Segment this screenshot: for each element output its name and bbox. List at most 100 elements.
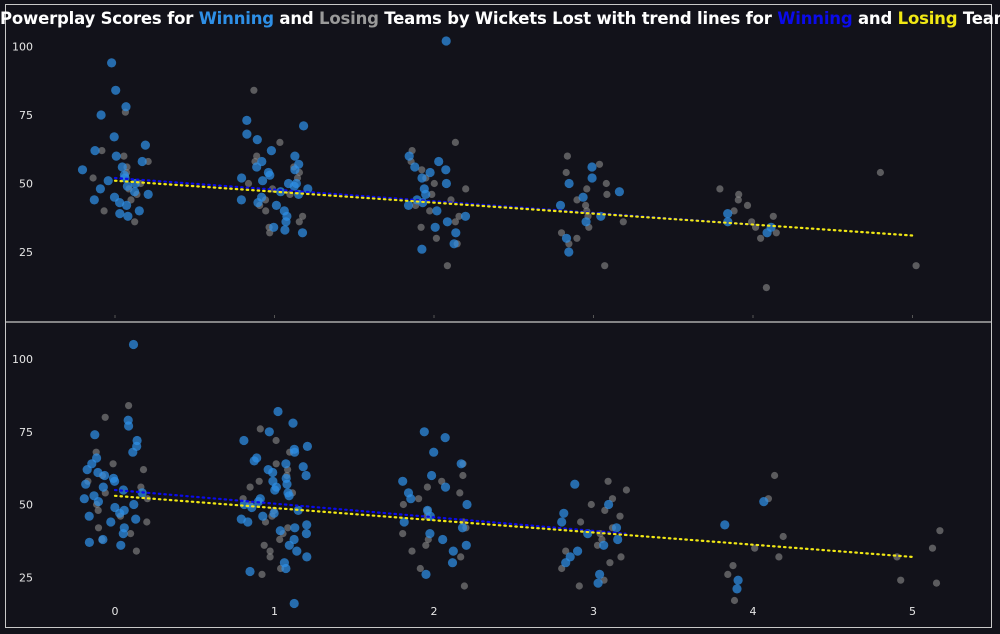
title-part: Teams by Wickets Lost with trend lines f…: [378, 9, 778, 28]
winning-point: [723, 209, 733, 219]
losing-point: [616, 512, 624, 520]
winning-point: [290, 447, 300, 457]
losing-point: [426, 207, 434, 215]
winning-point: [281, 459, 291, 469]
losing-point: [258, 570, 266, 579]
winning-point: [117, 162, 127, 172]
winning-point: [252, 135, 262, 145]
winning-point: [593, 578, 603, 588]
winning-point: [561, 558, 571, 568]
winning-point: [290, 165, 300, 175]
winning-point: [81, 479, 91, 489]
winning-point: [118, 485, 128, 495]
losing-point: [295, 218, 303, 226]
losing-point: [595, 160, 604, 168]
winning-point: [302, 441, 312, 451]
losing-point: [109, 460, 117, 468]
winning-point: [115, 198, 125, 208]
losing-point: [94, 524, 103, 532]
losing-point: [250, 86, 258, 94]
figure-frame: [5, 4, 992, 628]
winning-point: [587, 173, 597, 183]
x-tick-label: 1: [271, 605, 278, 618]
winning-point: [111, 151, 121, 161]
losing-point: [735, 190, 743, 198]
winning-point: [90, 430, 100, 440]
losing-point: [617, 553, 625, 561]
losing-point: [399, 500, 407, 509]
title-part: and: [852, 9, 898, 28]
losing-point: [577, 518, 585, 526]
losing-point: [418, 166, 426, 174]
losing-point: [583, 185, 591, 193]
losing-point: [932, 579, 941, 587]
winning-point: [613, 534, 623, 545]
winning-point: [129, 499, 139, 510]
losing-point: [730, 596, 739, 605]
losing-point: [456, 489, 464, 497]
losing-point: [462, 185, 470, 193]
losing-point: [775, 553, 783, 561]
winning-point: [403, 200, 414, 210]
losing-point: [262, 207, 270, 215]
winning-point: [759, 497, 769, 507]
winning-point: [288, 418, 298, 428]
losing-point: [604, 477, 612, 485]
losing-point: [408, 547, 416, 555]
winning-point: [84, 537, 94, 548]
losing-point: [459, 471, 467, 480]
winning-point: [77, 165, 88, 175]
losing-point: [276, 535, 284, 544]
winning-point: [118, 529, 128, 539]
winning-point: [557, 517, 567, 527]
losing-point: [771, 471, 779, 480]
winning-point: [447, 558, 458, 568]
losing-point: [601, 262, 609, 270]
winning-point: [425, 167, 435, 178]
losing-point: [724, 570, 732, 579]
y-tick-label: 50: [19, 177, 33, 190]
winning-point: [421, 569, 431, 580]
winning-point: [284, 540, 294, 550]
winning-point: [103, 176, 113, 186]
winning-point: [399, 517, 409, 527]
winning-point: [442, 217, 452, 227]
winning-point: [96, 110, 106, 120]
losing-point: [143, 518, 151, 526]
winning-point: [100, 470, 110, 481]
title-losing-trend-word: Losing: [897, 9, 958, 28]
winning-point: [449, 239, 459, 249]
losing-point: [729, 562, 737, 570]
winning-point: [243, 517, 253, 527]
winning-point: [421, 189, 431, 199]
title-part: and: [273, 9, 320, 28]
x-tick-label: 0: [112, 605, 119, 618]
winning-point: [110, 476, 120, 486]
losing-point: [417, 223, 425, 231]
winning-point: [460, 211, 471, 221]
x-tick-label: 3: [590, 605, 597, 618]
winning-point: [130, 187, 140, 197]
winning-point: [290, 523, 300, 533]
losing-point: [743, 201, 752, 209]
losing-point: [253, 152, 261, 160]
title-winning-word: Winning: [198, 9, 274, 28]
losing-point: [89, 174, 97, 182]
losing-point: [272, 460, 280, 468]
y-tick-label: 100: [12, 353, 33, 366]
losing-point: [779, 532, 787, 541]
x-tick-label: 5: [909, 605, 916, 618]
losing-point: [284, 524, 292, 532]
y-tick-label: 25: [19, 246, 33, 259]
winning-point: [268, 467, 278, 478]
losing-point: [399, 530, 407, 538]
winning-point: [441, 36, 451, 46]
losing-trend-line: [113, 494, 914, 559]
winning-point: [419, 427, 429, 437]
winning-point: [290, 151, 300, 161]
losing-point: [422, 541, 430, 549]
winning-point: [252, 162, 262, 172]
winning-point: [98, 534, 108, 545]
losing-point: [734, 196, 742, 204]
losing-point: [593, 541, 602, 549]
